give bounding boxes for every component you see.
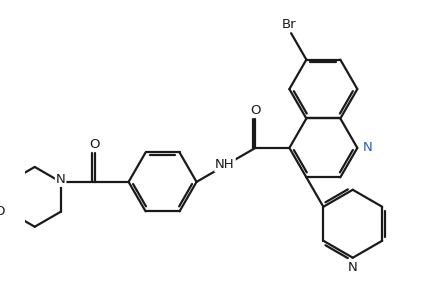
Text: N: N — [56, 173, 66, 186]
Text: N: N — [363, 142, 373, 154]
Text: N: N — [348, 261, 358, 274]
Text: O: O — [0, 205, 4, 218]
Text: O: O — [250, 104, 261, 117]
Text: Br: Br — [282, 18, 296, 31]
Text: NH: NH — [215, 159, 235, 171]
Text: O: O — [89, 138, 100, 151]
